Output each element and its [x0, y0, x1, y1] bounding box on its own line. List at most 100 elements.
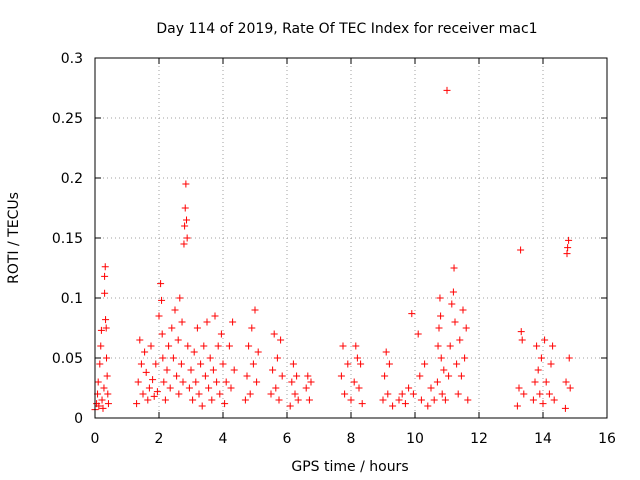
data-point — [341, 390, 349, 398]
data-point — [384, 390, 392, 398]
data-point — [134, 378, 142, 386]
data-point — [251, 306, 259, 314]
data-point — [408, 310, 416, 318]
data-point — [277, 336, 285, 344]
data-point — [102, 316, 110, 324]
data-point — [193, 324, 201, 332]
data-point — [381, 372, 389, 380]
data-point — [177, 360, 185, 368]
data-point — [180, 240, 188, 248]
data-point — [286, 402, 294, 410]
data-point — [294, 396, 302, 404]
data-point — [254, 348, 262, 356]
data-point — [221, 400, 229, 408]
data-point — [245, 342, 253, 350]
data-point — [270, 330, 278, 338]
data-point — [229, 318, 237, 326]
data-point — [214, 342, 222, 350]
data-point — [168, 324, 176, 332]
data-point — [269, 366, 277, 374]
data-point — [171, 306, 179, 314]
data-point — [246, 390, 254, 398]
data-point — [448, 300, 456, 308]
data-point — [451, 318, 459, 326]
data-point — [398, 390, 406, 398]
data-point — [150, 392, 158, 400]
data-point — [147, 342, 155, 350]
data-point — [195, 390, 203, 398]
data-point — [227, 384, 235, 392]
x-axis-label: GPS time / hours — [291, 459, 408, 475]
data-point — [350, 378, 358, 386]
data-point — [537, 354, 545, 362]
data-point — [395, 396, 403, 404]
data-point — [208, 396, 216, 404]
data-point — [417, 396, 425, 404]
data-point — [101, 263, 109, 271]
data-point — [267, 390, 275, 398]
x-tick-labels: 0 2 4 6 8 10 12 14 16 — [91, 431, 616, 447]
data-point — [96, 360, 104, 368]
data-point — [382, 348, 390, 356]
data-point — [542, 378, 550, 386]
data-point — [513, 402, 521, 410]
data-point — [566, 384, 574, 392]
data-point — [217, 330, 225, 338]
data-point — [99, 404, 107, 412]
data-point — [541, 336, 549, 344]
data-point — [152, 360, 160, 368]
data-point — [181, 222, 189, 230]
data-point — [430, 396, 438, 404]
data-point — [174, 336, 182, 344]
data-point — [293, 372, 301, 380]
data-point — [141, 348, 149, 356]
data-point — [206, 354, 214, 362]
data-point — [421, 360, 429, 368]
data-point — [453, 360, 461, 368]
data-point — [520, 390, 528, 398]
x-tick-label: 12 — [470, 431, 488, 447]
y-tick-labels: 0 0.05 0.1 0.15 0.2 0.25 0.3 — [52, 51, 83, 427]
data-point — [200, 342, 208, 350]
data-point — [457, 372, 465, 380]
data-point — [518, 336, 526, 344]
data-point — [176, 294, 184, 302]
data-point — [137, 360, 145, 368]
data-point — [181, 204, 189, 212]
data-point — [241, 396, 249, 404]
data-point — [185, 384, 193, 392]
data-point — [103, 372, 111, 380]
x-tick-label: 16 — [598, 431, 616, 447]
data-point — [94, 378, 102, 386]
data-point — [307, 378, 315, 386]
data-point — [436, 294, 444, 302]
data-point — [438, 390, 446, 398]
data-point — [173, 372, 181, 380]
data-point — [305, 396, 313, 404]
data-point — [437, 312, 445, 320]
data-point — [102, 324, 110, 332]
data-point — [347, 396, 355, 404]
data-point — [389, 402, 397, 410]
data-point — [302, 384, 310, 392]
data-point — [166, 384, 174, 392]
data-point — [344, 360, 352, 368]
data-point — [464, 396, 472, 404]
data-point — [253, 378, 261, 386]
data-point — [198, 402, 206, 410]
data-point — [533, 342, 541, 350]
data-point — [222, 378, 230, 386]
data-point — [462, 324, 470, 332]
data-point — [449, 288, 457, 296]
data-point — [562, 378, 570, 386]
data-point — [564, 244, 572, 252]
data-point — [101, 289, 109, 297]
data-point — [178, 318, 186, 326]
data-point — [517, 328, 525, 336]
data-point — [192, 378, 200, 386]
data-point — [385, 360, 393, 368]
x-tick-label: 2 — [155, 431, 164, 447]
y-tick-label: 0.05 — [52, 351, 83, 367]
